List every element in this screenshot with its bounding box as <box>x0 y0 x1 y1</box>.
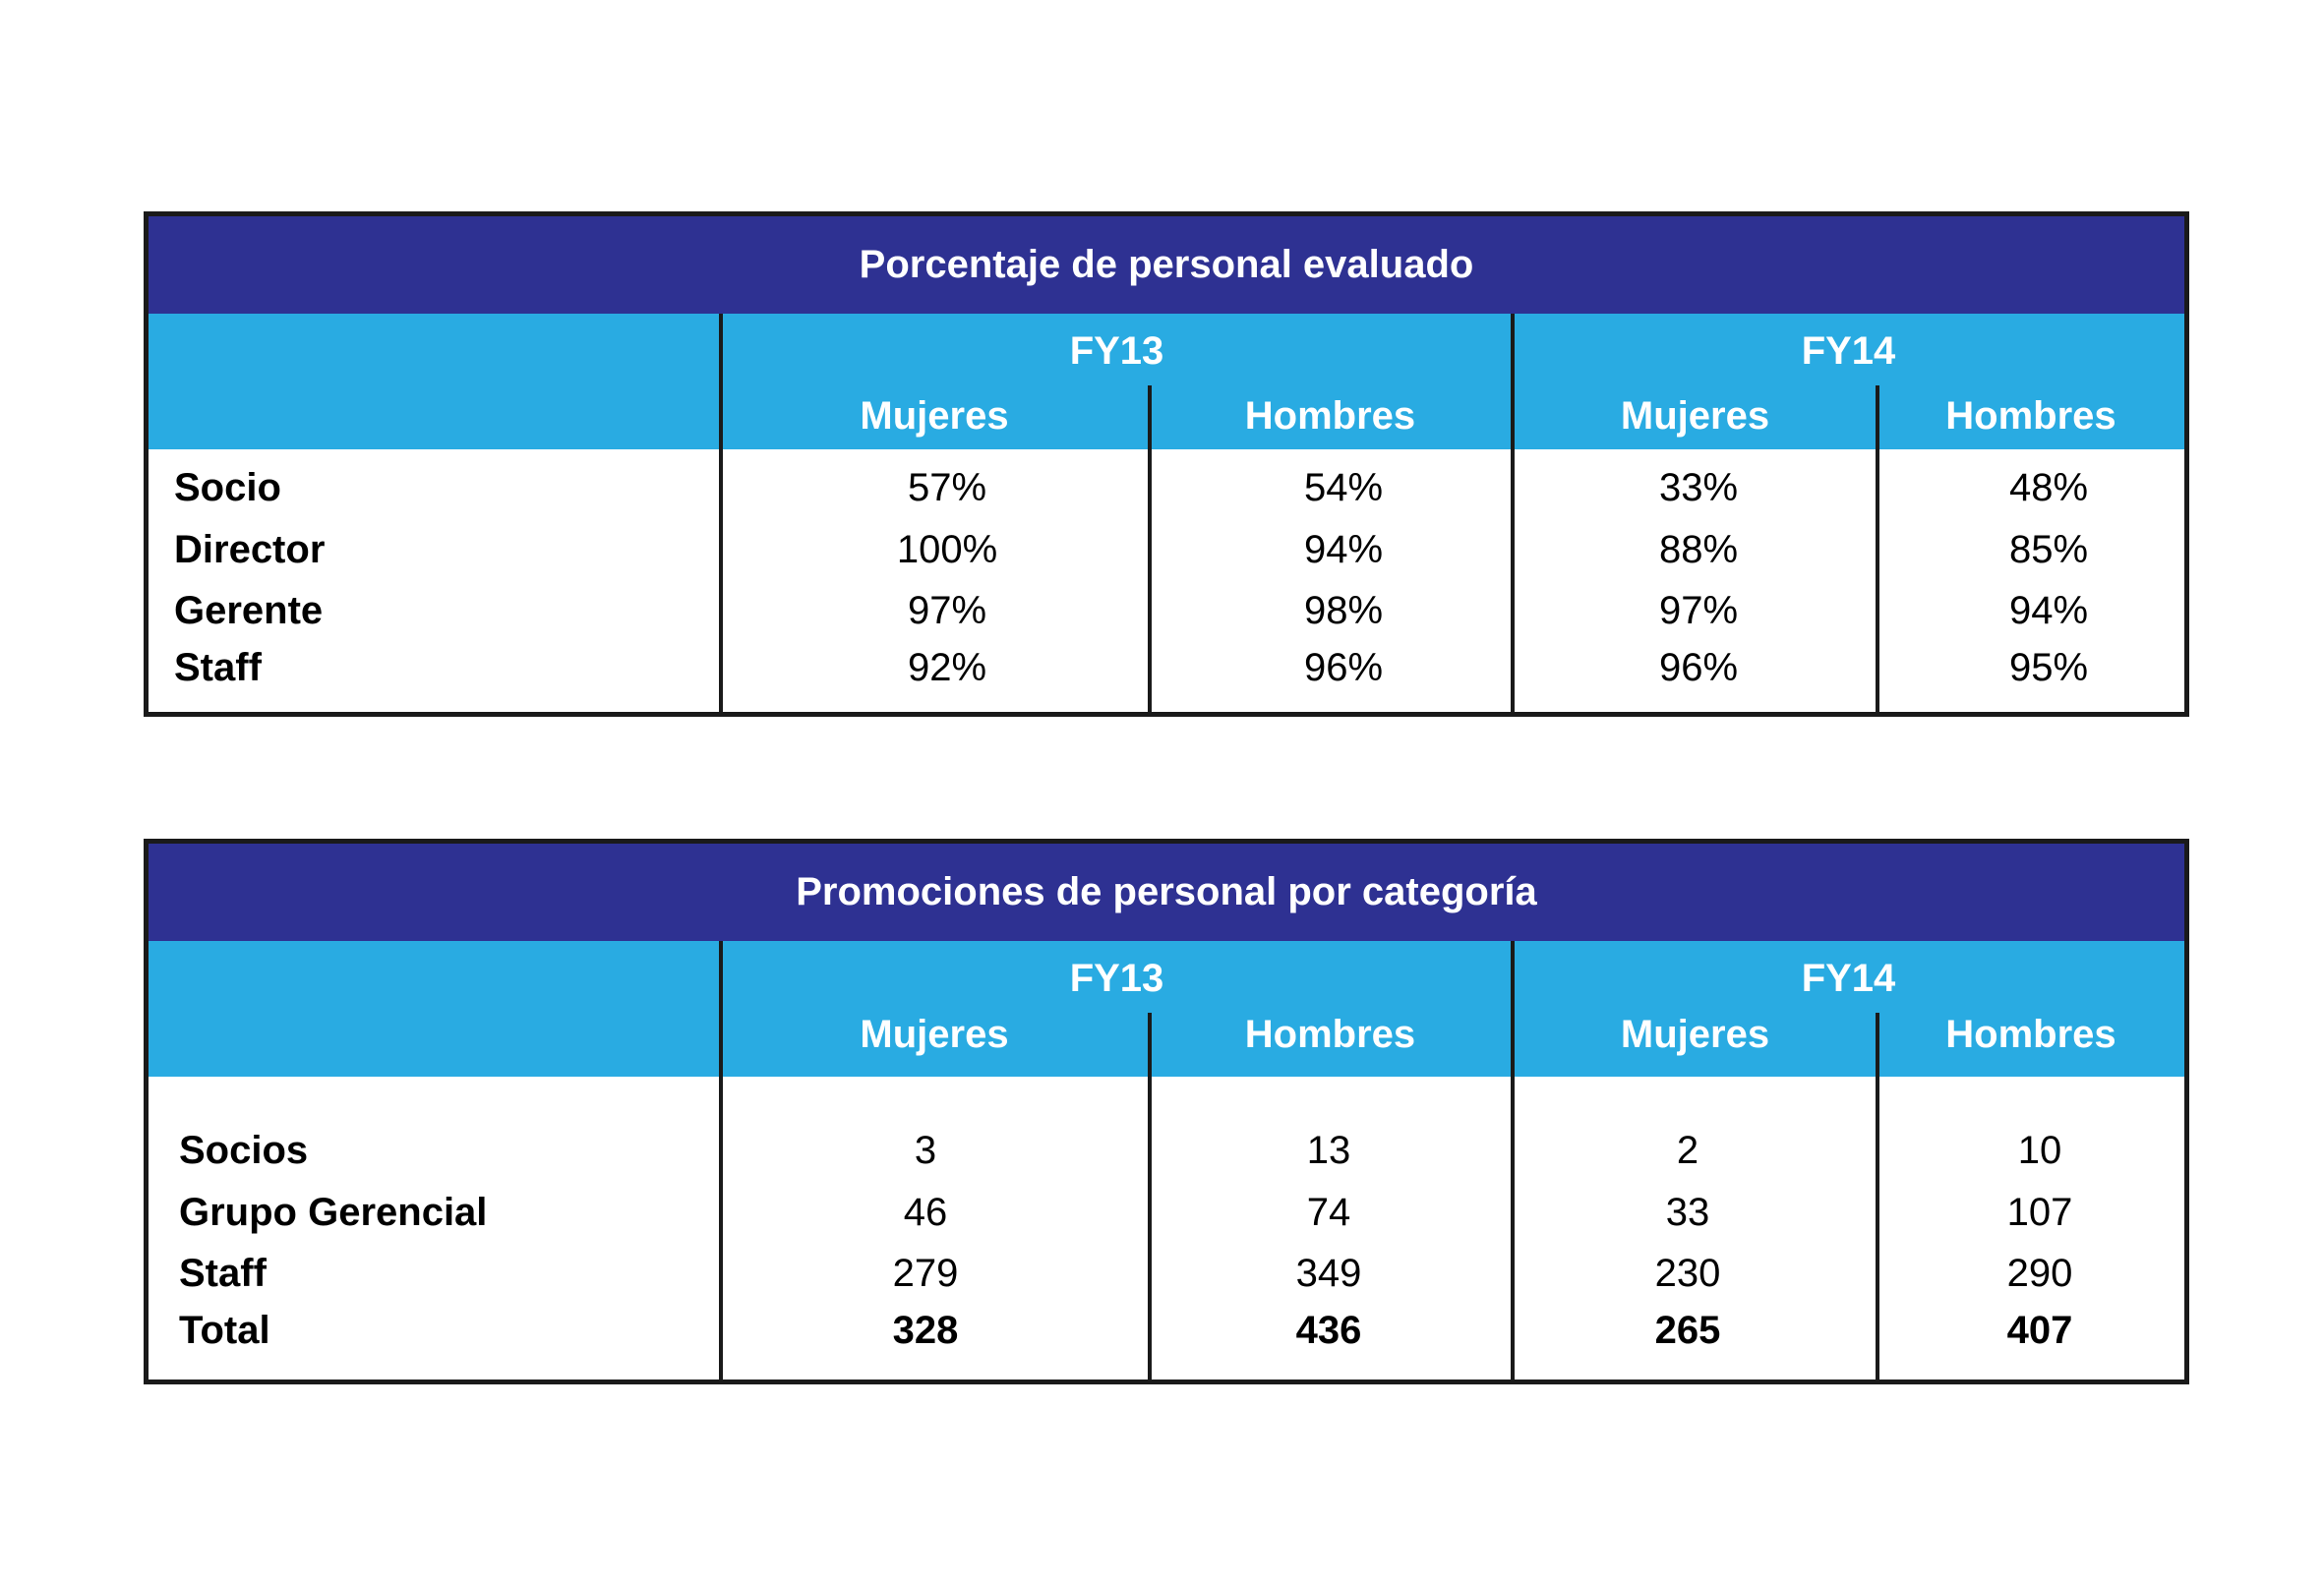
total-cell: 436 <box>1295 1309 1362 1352</box>
subheader-fy14-men: Hombres <box>1945 394 2116 438</box>
year-header-fy14: FY14 <box>1801 329 1896 373</box>
subheader-fy13-men: Hombres <box>1244 1013 1416 1056</box>
evaluated-staff-table: Porcentaje de personal evaluado FY13 FY1… <box>144 211 2189 717</box>
cell: 3 <box>914 1129 937 1172</box>
cell: 290 <box>2006 1252 2073 1295</box>
column-divider <box>1511 314 1515 717</box>
row-label: Staff <box>174 646 262 689</box>
subheader-fy14-men: Hombres <box>1945 1013 2116 1056</box>
cell: 57% <box>907 466 987 509</box>
cell: 94% <box>2008 589 2089 632</box>
column-divider <box>1876 385 1879 717</box>
year-header-fy13: FY13 <box>1069 957 1164 1000</box>
cell: 95% <box>2008 646 2089 689</box>
row-label: Grupo Gerencial <box>179 1191 488 1234</box>
column-divider <box>719 314 723 717</box>
cell: 33 <box>1665 1191 1710 1234</box>
subheader-fy14-women: Mujeres <box>1620 394 1770 438</box>
cell: 96% <box>1303 646 1384 689</box>
column-divider <box>1876 1013 1879 1384</box>
total-cell: 265 <box>1654 1309 1721 1352</box>
row-label: Gerente <box>174 589 324 632</box>
subheader-fy13-women: Mujeres <box>860 394 1009 438</box>
column-divider <box>1511 941 1515 1384</box>
year-header-fy14: FY14 <box>1801 957 1896 1000</box>
year-header-fy13: FY13 <box>1069 329 1164 373</box>
cell: 54% <box>1303 466 1384 509</box>
column-divider <box>1148 1013 1152 1384</box>
cell: 230 <box>1654 1252 1721 1295</box>
table-header: FY13 FY14 Mujeres Hombres Mujeres Hombre… <box>149 941 2184 1077</box>
table-title: Promociones de personal por categoría <box>149 844 2184 941</box>
cell: 10 <box>2017 1129 2062 1172</box>
column-divider <box>1148 385 1152 717</box>
row-label: Total <box>179 1309 270 1352</box>
cell: 100% <box>896 528 998 571</box>
total-cell: 328 <box>892 1309 959 1352</box>
total-cell: 407 <box>2006 1309 2073 1352</box>
cell: 2 <box>1676 1129 1699 1172</box>
cell: 33% <box>1658 466 1739 509</box>
cell: 88% <box>1658 528 1739 571</box>
subheader-fy13-men: Hombres <box>1244 394 1416 438</box>
cell: 74 <box>1306 1191 1351 1234</box>
column-divider <box>719 941 723 1384</box>
table-header: FY13 FY14 Mujeres Hombres Mujeres Hombre… <box>149 314 2184 449</box>
cell: 94% <box>1303 528 1384 571</box>
cell: 85% <box>2008 528 2089 571</box>
cell: 107 <box>2006 1191 2073 1234</box>
cell: 349 <box>1295 1252 1362 1295</box>
promotions-table: Promociones de personal por categoría FY… <box>144 839 2189 1384</box>
row-label: Director <box>174 528 326 571</box>
cell: 48% <box>2008 466 2089 509</box>
row-label: Staff <box>179 1252 267 1295</box>
cell: 97% <box>1658 589 1739 632</box>
subheader-fy13-women: Mujeres <box>860 1013 1009 1056</box>
cell: 46 <box>903 1191 948 1234</box>
cell: 96% <box>1658 646 1739 689</box>
row-label: Socios <box>179 1129 309 1172</box>
cell: 13 <box>1306 1129 1351 1172</box>
subheader-fy14-women: Mujeres <box>1620 1013 1770 1056</box>
table-title: Porcentaje de personal evaluado <box>149 216 2184 314</box>
row-label: Socio <box>174 466 281 509</box>
cell: 97% <box>907 589 987 632</box>
cell: 279 <box>892 1252 959 1295</box>
cell: 92% <box>907 646 987 689</box>
cell: 98% <box>1303 589 1384 632</box>
